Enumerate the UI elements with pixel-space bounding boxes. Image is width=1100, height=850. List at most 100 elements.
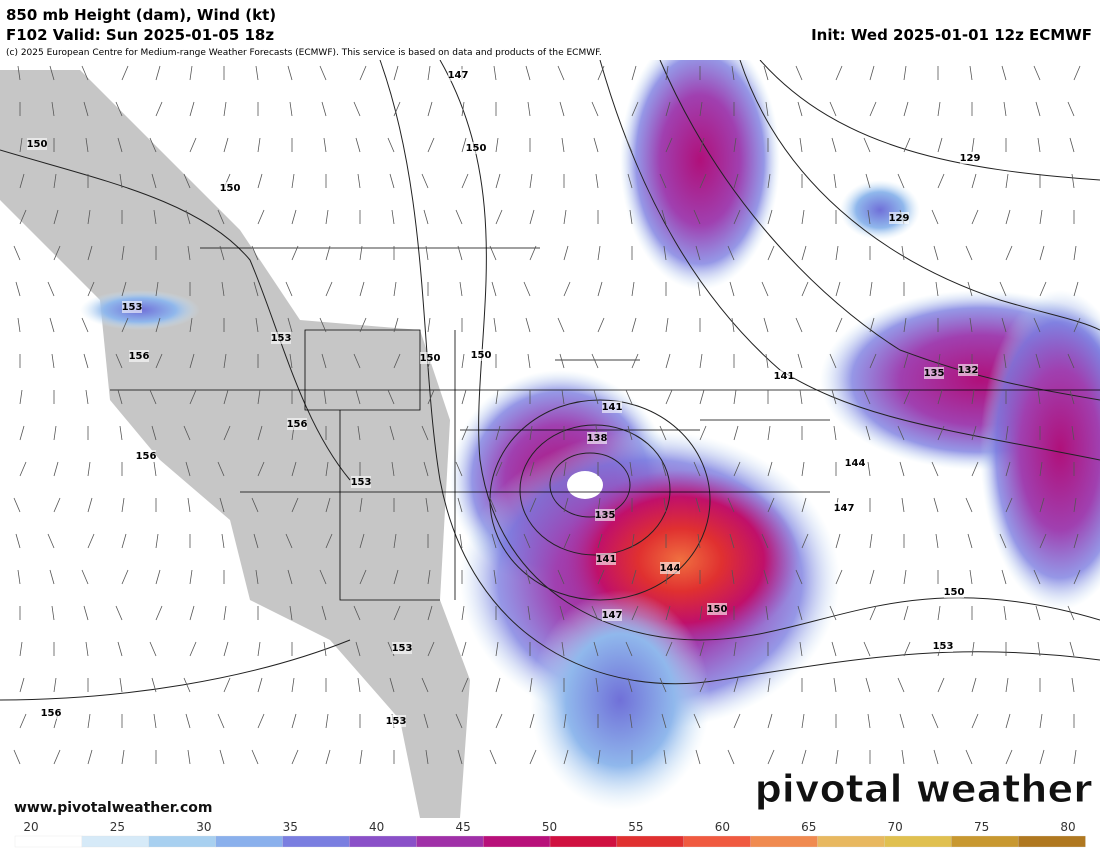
barb (937, 389, 943, 405)
barb (291, 677, 295, 693)
barb (801, 533, 809, 549)
barb (121, 281, 127, 297)
barb (697, 281, 701, 297)
barb (185, 461, 191, 477)
barb (287, 317, 293, 333)
label-bg (707, 603, 727, 615)
barb (659, 425, 667, 441)
barb (529, 713, 535, 729)
barb (461, 389, 467, 405)
label-bg (351, 476, 371, 488)
contour-label: 147 (448, 70, 469, 81)
barb (733, 389, 737, 405)
barb (969, 317, 973, 333)
contour-label: 147 (834, 503, 855, 514)
barb (865, 173, 871, 189)
contour-label: 156 (129, 351, 150, 362)
barb (493, 65, 497, 81)
label-bg (27, 138, 47, 150)
barb (155, 281, 159, 297)
barb (801, 749, 807, 765)
barb (765, 101, 769, 117)
barb (699, 101, 703, 117)
barb (763, 317, 769, 333)
contour-label: 150 (707, 604, 728, 615)
barb (863, 137, 871, 153)
barb (495, 641, 499, 657)
barb (323, 389, 327, 405)
barb (835, 317, 843, 333)
barb (421, 173, 429, 189)
barb (767, 425, 771, 441)
barb (527, 605, 531, 621)
barb (699, 137, 705, 153)
color-swatch (884, 835, 952, 848)
barb (427, 605, 433, 621)
credit: (c) 2025 European Centre for Medium-rang… (6, 48, 602, 58)
color-swatch (683, 835, 752, 848)
barb (289, 353, 293, 369)
label-bg (466, 142, 486, 154)
barb (595, 677, 599, 693)
barb (461, 641, 467, 657)
barb (767, 497, 775, 513)
barb (529, 245, 537, 261)
barb (971, 677, 977, 693)
barb (799, 137, 803, 153)
barb (189, 569, 193, 585)
barb (325, 245, 331, 261)
barb (219, 497, 225, 513)
barb (833, 677, 837, 693)
barb (19, 425, 25, 441)
barb (559, 101, 565, 117)
barb (257, 461, 265, 477)
barb (423, 461, 429, 477)
color-swatch (282, 835, 351, 848)
label-bg (602, 609, 622, 621)
label-bg (420, 352, 440, 364)
barb (257, 677, 263, 693)
barb (155, 101, 163, 117)
colorbar-tick-label: 40 (369, 820, 384, 834)
barb (937, 173, 945, 189)
barb (761, 533, 769, 549)
barb (631, 281, 635, 297)
barb (325, 713, 329, 729)
barb (421, 677, 429, 693)
barb (185, 209, 191, 225)
barb (835, 533, 841, 549)
barb (1073, 65, 1081, 81)
barb (391, 209, 395, 225)
barb (223, 101, 227, 117)
barb (631, 605, 639, 621)
barb (151, 677, 157, 693)
barb (665, 101, 671, 117)
barb (223, 389, 229, 405)
barb (217, 713, 225, 729)
barb (795, 317, 803, 333)
barb (727, 497, 735, 513)
barb (697, 533, 701, 549)
barb (53, 497, 61, 513)
barb (291, 461, 297, 477)
color-swatch (1017, 835, 1086, 848)
barb (763, 569, 769, 585)
wind-shading (620, 30, 780, 290)
barb (189, 605, 195, 621)
barb (699, 641, 705, 657)
barb (935, 281, 939, 297)
barb (457, 245, 463, 261)
barb (901, 497, 905, 513)
barb (761, 281, 769, 297)
barb (495, 461, 503, 477)
barb (1073, 497, 1077, 513)
barb (83, 605, 89, 621)
contour-label: 150 (471, 350, 492, 361)
barb (427, 65, 431, 81)
barb (427, 569, 431, 585)
barb (251, 245, 259, 261)
barb (563, 533, 571, 549)
barb (1069, 137, 1075, 153)
contour-label: 153 (122, 302, 143, 313)
barb (189, 101, 195, 117)
